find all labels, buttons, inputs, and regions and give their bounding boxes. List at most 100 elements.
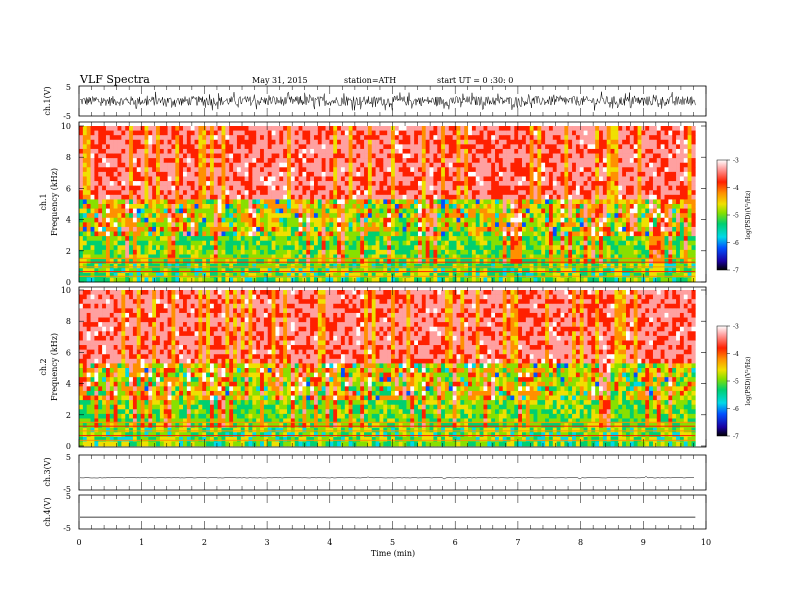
- spectrogram-cell: [629, 148, 634, 154]
- spectrogram-cell: [190, 144, 195, 150]
- spectrogram-cell: [132, 231, 138, 237]
- spectrogram-cell: [310, 272, 315, 278]
- spectrogram-cell: [283, 194, 288, 200]
- spectrogram-cell: [568, 213, 573, 219]
- spectrogram-cell: [263, 217, 269, 223]
- spectrogram-cell: [225, 236, 230, 242]
- spectrogram-cell: [537, 171, 542, 177]
- spectrogram-cell: [152, 130, 157, 136]
- spectrogram-cell: [541, 162, 546, 168]
- spectrogram-cell: [321, 259, 326, 264]
- spectrogram-cell: [113, 135, 118, 141]
- spectrogram-cell: [271, 162, 276, 168]
- spectrogram-cell: [183, 249, 188, 255]
- spectrogram-cell: [271, 190, 276, 196]
- spectrogram-cell: [225, 245, 230, 251]
- spectrogram-cell: [340, 231, 346, 237]
- spectrogram-cell: [340, 135, 346, 141]
- spectrogram-cell: [105, 245, 111, 251]
- spectrogram-cell: [491, 199, 496, 205]
- spectrogram-cell: [298, 148, 303, 154]
- spectrogram-cell: [429, 231, 434, 237]
- spectrogram-cell: [233, 158, 238, 164]
- spectrogram-cell: [583, 259, 588, 264]
- spectrogram-cell: [302, 249, 307, 255]
- spectrogram-cell: [618, 171, 623, 177]
- spectrogram-cell: [591, 208, 596, 214]
- spectrogram-cell: [310, 249, 315, 255]
- spectrogram-cell: [537, 185, 542, 191]
- spectrogram-cell: [260, 208, 265, 214]
- spectrogram-cell: [456, 190, 461, 196]
- spectrogram-cell: [313, 126, 319, 131]
- spectrogram-cell: [591, 222, 596, 228]
- spectrogram-cell: [595, 245, 600, 251]
- spectrogram-cell: [572, 277, 577, 283]
- spectrogram-cell: [564, 130, 569, 136]
- spectrogram-cell: [102, 185, 107, 191]
- spectrogram-cell: [175, 190, 180, 196]
- spectrogram-cell: [263, 272, 269, 278]
- spectrogram-cell: [233, 222, 238, 228]
- spectrogram-cell: [225, 130, 230, 136]
- spectrogram-cell: [329, 231, 334, 237]
- spectrogram-cell: [163, 148, 168, 154]
- spectrogram-cell: [313, 272, 319, 278]
- spectrogram-cell: [491, 263, 496, 269]
- spectrogram-cell: [599, 144, 604, 150]
- spectrogram-cell: [248, 158, 253, 164]
- spectrogram-cell: [225, 199, 230, 205]
- spectrogram-cell: [479, 190, 484, 196]
- spectrogram-cell: [283, 148, 288, 154]
- spectrogram-cell: [344, 277, 349, 283]
- spectrogram-cell: [633, 222, 638, 228]
- spectrogram-cell: [313, 222, 319, 228]
- spectrogram-cell: [637, 249, 642, 255]
- spectrogram-cell: [183, 185, 188, 191]
- spectrogram-cell: [441, 213, 446, 219]
- spectrogram-cell: [398, 277, 403, 283]
- spectrogram-cell: [375, 194, 380, 200]
- spectrogram-cell: [506, 236, 511, 242]
- spectrogram-cell: [233, 194, 238, 200]
- spectrogram-cell: [441, 148, 446, 154]
- spectrogram-cell: [306, 167, 311, 173]
- spectrogram-cell: [333, 208, 338, 214]
- spectrogram-cell: [82, 194, 87, 200]
- spectrogram-cell: [90, 272, 95, 278]
- spectrogram-cell: [533, 254, 538, 260]
- spectrogram-cell: [183, 162, 188, 168]
- spectrogram-cell: [391, 213, 396, 219]
- spectrogram-cell: [533, 185, 538, 191]
- spectrogram-cell: [275, 181, 280, 186]
- spectrogram-cell: [86, 217, 91, 223]
- spectrogram-cell: [287, 130, 292, 136]
- spectrogram-cell: [156, 190, 161, 196]
- spectrogram-cell: [502, 259, 507, 264]
- spectrogram-cell: [421, 240, 426, 246]
- spectrogram-cell: [510, 245, 515, 251]
- spectrogram-cell: [367, 148, 373, 154]
- spectrogram-cell: [213, 167, 218, 173]
- spectrogram-cell: [175, 199, 180, 205]
- spectrogram-cell: [475, 249, 480, 255]
- spectrogram-cell: [498, 217, 504, 223]
- spectrogram-cell: [275, 144, 280, 150]
- spectrogram-cell: [90, 222, 95, 228]
- spectrogram-cell: [263, 263, 269, 269]
- spectrogram-cell: [522, 249, 527, 255]
- spectrogram-cell: [522, 226, 527, 232]
- spectrogram-cell: [82, 259, 87, 264]
- spectrogram-cell: [552, 171, 557, 177]
- spectrogram-cell: [510, 162, 515, 168]
- spectrogram-cell: [579, 130, 584, 136]
- spectrogram-cell: [167, 254, 172, 260]
- spectrogram-cell: [105, 135, 111, 141]
- spectrogram-cell: [367, 263, 373, 269]
- spectrogram-cell: [163, 208, 168, 214]
- spectrogram-cell: [525, 126, 530, 131]
- spectrogram-cell: [109, 226, 114, 232]
- spectrogram-cell: [587, 272, 592, 278]
- spectrogram-cell: [533, 245, 538, 251]
- spectrogram-cell: [302, 171, 307, 177]
